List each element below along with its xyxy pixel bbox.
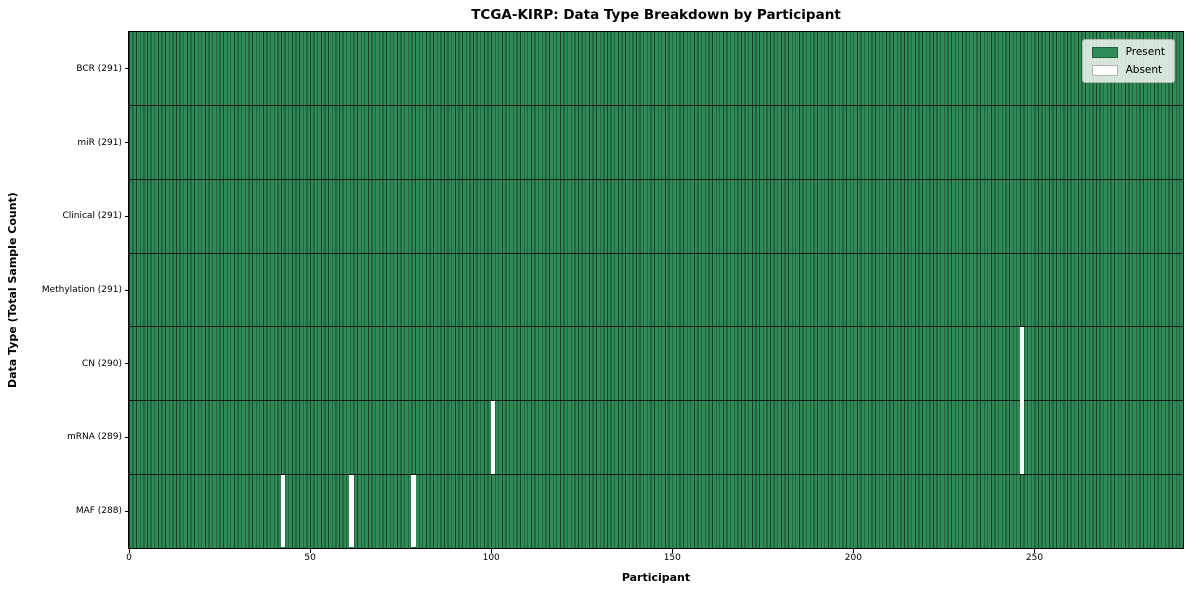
y-tick-mark <box>124 436 129 438</box>
x-tick-label-50: 50 <box>304 553 316 563</box>
row-separator <box>129 473 1183 475</box>
y-tick-label-mRNA: mRNA (289) <box>67 432 122 443</box>
data-row-CN <box>129 326 1183 401</box>
data-row-miR <box>129 105 1183 180</box>
y-tick-mark <box>124 289 129 291</box>
y-tick-label-BCR: BCR (291) <box>76 63 122 74</box>
absent-mark-MAF-42 <box>280 474 286 548</box>
data-row-MAF <box>129 474 1183 548</box>
legend: Present Absent <box>1081 39 1175 83</box>
absent-mark-MAF-78 <box>411 474 416 548</box>
y-tick-label-miR: miR (291) <box>77 137 122 148</box>
row-separator <box>129 252 1183 254</box>
y-tick-mark <box>124 363 129 365</box>
legend-entry-present: Present <box>1091 46 1165 58</box>
data-row-BCR <box>129 32 1183 106</box>
row-separator <box>129 400 1183 402</box>
x-tick-mark <box>309 548 311 553</box>
x-tick-label-0: 0 <box>126 553 132 563</box>
data-row-Methylation <box>129 253 1183 327</box>
y-tick-label-Clinical: Clinical (291) <box>62 211 122 222</box>
data-row-Clinical <box>129 179 1183 254</box>
x-tick-mark <box>128 548 130 553</box>
y-tick-mark <box>124 68 129 70</box>
absent-mark-mRNA-246 <box>1019 399 1025 474</box>
y-tick-mark <box>124 215 129 217</box>
x-tick-mark <box>490 548 492 553</box>
y-tick-label-Methylation: Methylation (291) <box>41 285 122 295</box>
row-separator <box>129 105 1183 107</box>
x-tick-label-200: 200 <box>844 553 862 563</box>
legend-entry-absent: Absent <box>1091 64 1165 76</box>
x-axis-label: Participant <box>621 571 691 584</box>
legend-label-present: Present <box>1125 46 1165 58</box>
x-tick-label-100: 100 <box>482 553 500 563</box>
x-tick-label-250: 250 <box>1025 553 1044 563</box>
row-separator <box>129 178 1183 180</box>
x-tick-mark <box>1033 548 1035 553</box>
y-tick-mark <box>124 142 129 144</box>
y-tick-label-CN: CN (290) <box>81 358 122 369</box>
y-tick-mark <box>124 510 129 512</box>
legend-swatch-present <box>1091 46 1118 58</box>
chart-title: TCGA-KIRP: Data Type Breakdown by Partic… <box>471 7 841 23</box>
absent-mark-MAF-61 <box>349 474 355 548</box>
x-tick-mark <box>852 548 854 553</box>
y-tick-label-MAF: MAF (288) <box>75 506 122 517</box>
plot-area: Present Absent <box>128 31 1184 549</box>
absent-mark-mRNA-100 <box>490 401 496 474</box>
y-axis-label: Data Type (Total Sample Count) <box>6 192 19 388</box>
row-separator <box>129 326 1183 328</box>
legend-swatch-absent <box>1091 64 1118 76</box>
x-tick-label-150: 150 <box>663 553 681 563</box>
legend-label-absent: Absent <box>1125 64 1163 76</box>
absent-mark-CN-246 <box>1019 327 1025 403</box>
data-row-mRNA <box>129 400 1183 475</box>
x-tick-mark <box>671 548 673 553</box>
